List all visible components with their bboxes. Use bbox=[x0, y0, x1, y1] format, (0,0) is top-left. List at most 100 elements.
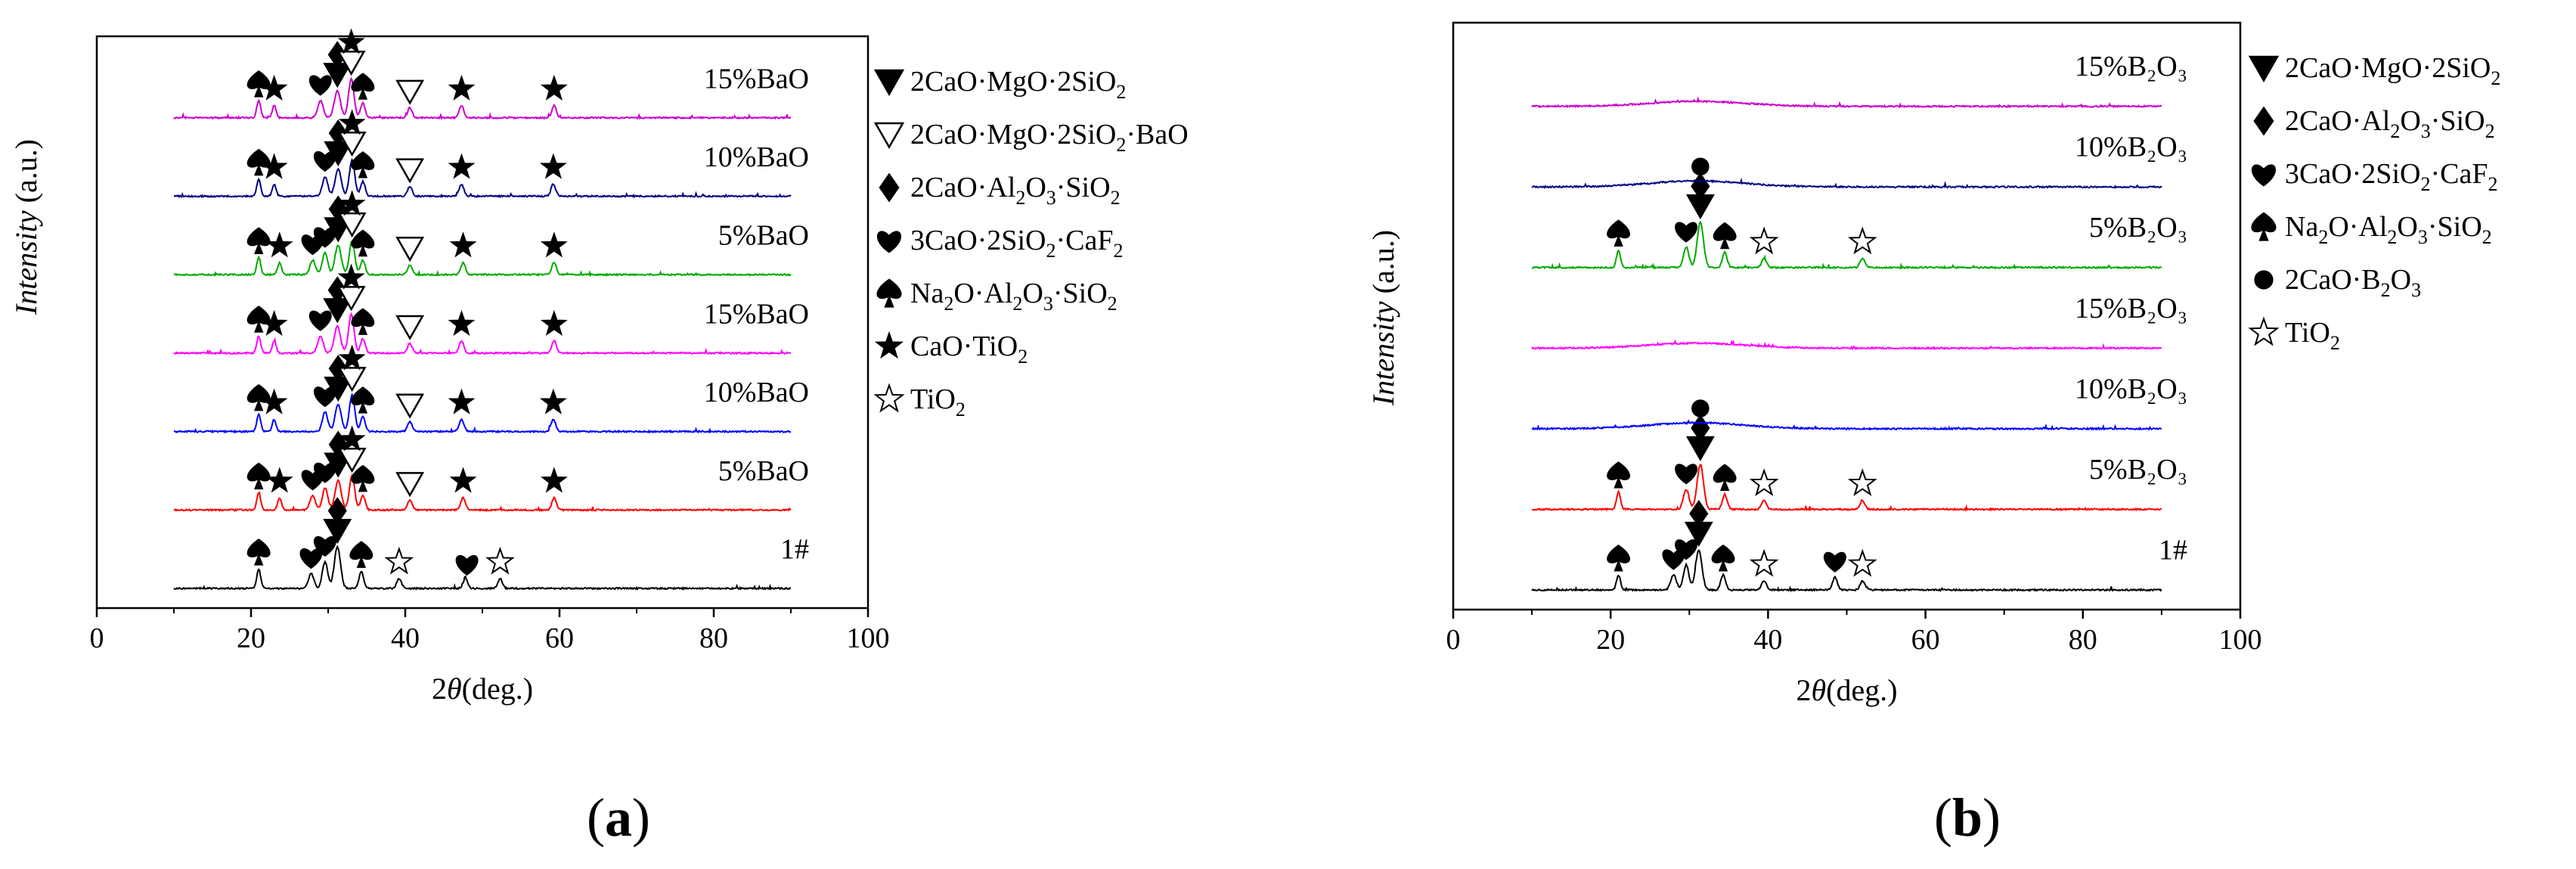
peak-marker-star_filled bbox=[260, 74, 288, 101]
peak-marker-heart bbox=[308, 310, 332, 331]
peak-marker-spade bbox=[1607, 461, 1631, 489]
peak-marker-star_open bbox=[1749, 226, 1779, 255]
legend-item-label: TiO2​ bbox=[2285, 317, 2340, 354]
legend-item-label: Na2​O·Al2​O3​·SiO2​ bbox=[2285, 211, 2492, 248]
legend-item-label: 3CaO·2SiO2​·CaF2​ bbox=[2285, 158, 2497, 195]
peak-marker-heart bbox=[1675, 539, 1698, 560]
series-line bbox=[173, 312, 792, 355]
peak-marker-star_open bbox=[384, 546, 414, 575]
peak-marker-diamond bbox=[1691, 172, 1710, 200]
legend-item-label: 3CaO·2SiO2​·CaF2​ bbox=[910, 225, 1123, 262]
legend-item-tri_down_filled: 2CaO·MgO·2SiO2​ bbox=[873, 66, 1126, 103]
series-label: 15%BaO bbox=[704, 63, 809, 95]
x-tick-label: 20 bbox=[1596, 624, 1625, 656]
peak-marker-tri_down_open bbox=[336, 286, 366, 312]
legend-tri_down_filled-icon bbox=[2248, 55, 2280, 83]
series-15pctbao-3: 15%BaO bbox=[173, 263, 809, 355]
x-axis-ticks: 0 20 40 60 80 100 bbox=[90, 608, 890, 654]
peak-marker-spade bbox=[349, 541, 374, 568]
peak-marker-star_filled bbox=[260, 388, 288, 414]
legend-item-label: 2CaO·MgO·2SiO2​·BaO bbox=[910, 119, 1189, 156]
series-line bbox=[173, 545, 791, 591]
x-tick-label: 40 bbox=[391, 622, 420, 654]
peak-marker-tri_down_open bbox=[395, 393, 425, 419]
legend-item-heart: 3CaO·2SiO2​·CaF2​ bbox=[2251, 158, 2497, 195]
legend-item-label: CaO·TiO2​ bbox=[910, 331, 1028, 368]
legend-diamond-icon bbox=[879, 172, 900, 203]
x-axis-ticks: 0 20 40 60 80 100 bbox=[1446, 610, 2262, 656]
peak-marker-star_filled bbox=[337, 28, 365, 54]
series-5pctb2o3-4: 5%B₂O₃ bbox=[1532, 157, 2187, 270]
peak-marker-heart bbox=[455, 554, 479, 576]
peak-marker-spade bbox=[1711, 544, 1735, 572]
peak-marker-star_open bbox=[485, 546, 515, 575]
peak-marker-star_filled bbox=[265, 231, 293, 258]
legend-tri_down_filled-icon bbox=[873, 69, 905, 97]
x-axis-label: 2θ(deg.) bbox=[432, 672, 533, 706]
peak-marker-star_open bbox=[1847, 226, 1877, 255]
peak-marker-star_filled bbox=[448, 153, 476, 179]
series-10pctbao-5: 10%BaO bbox=[174, 109, 809, 199]
peak-marker-spade bbox=[246, 383, 271, 411]
peak-marker-spade bbox=[246, 462, 271, 490]
peak-marker-star_filled bbox=[338, 109, 366, 135]
legend-item-tri_down_open: 2CaO·MgO·2SiO2​·BaO bbox=[873, 119, 1189, 156]
peak-marker-diamond bbox=[328, 355, 348, 383]
peak-marker-heart bbox=[313, 386, 336, 408]
peak-marker-tri_down_open bbox=[337, 448, 367, 473]
legend-tri_down_open-icon bbox=[873, 122, 905, 150]
legend-item-circle: 2CaO·B2​O3​ bbox=[2254, 264, 2421, 301]
peak-marker-spade bbox=[351, 151, 375, 178]
legend: 2CaO·MgO·2SiO2​ 2CaO·MgO·2SiO2​·BaO 2CaO·A… bbox=[873, 66, 1189, 421]
peak-marker-star_filled bbox=[540, 309, 568, 337]
series-line bbox=[1531, 96, 2162, 109]
peak-marker-star_filled bbox=[540, 74, 568, 101]
series-10pctb2o3-5: 10%B₂O₃ bbox=[1531, 132, 2187, 189]
series-label: 10%B₂O₃ bbox=[2075, 373, 2187, 405]
peak-marker-heart bbox=[313, 462, 336, 483]
x-tick-label: 20 bbox=[237, 622, 265, 654]
legend-diamond-icon bbox=[2253, 106, 2274, 136]
peak-marker-tri_down_open bbox=[395, 472, 425, 498]
peak-marker-star_open bbox=[1749, 548, 1779, 577]
panel-b: 0 20 40 60 80 100 2θ(deg.) Intensity (a.u.) (b) 1… bbox=[1366, 21, 2500, 848]
peak-marker-star_filled bbox=[338, 425, 366, 452]
peak-marker-tri_down_open bbox=[337, 212, 367, 238]
peak-marker-diamond bbox=[328, 195, 348, 223]
x-tick-label: 40 bbox=[1753, 624, 1782, 656]
panel-label: (b) bbox=[1934, 787, 2001, 848]
series-label: 5%B₂O₃ bbox=[2089, 454, 2187, 486]
peak-marker-heart bbox=[299, 548, 323, 570]
legend-item-star_filled: CaO·TiO2​ bbox=[874, 331, 1028, 368]
peak-marker-heart bbox=[313, 227, 336, 248]
x-tick-label: 80 bbox=[699, 622, 728, 654]
peak-marker-star_filled bbox=[338, 190, 366, 216]
peak-marker-spade bbox=[246, 70, 271, 98]
peak-marker-tri_down_open bbox=[337, 131, 367, 157]
peak-marker-tri_down_open bbox=[395, 79, 425, 105]
peak-marker-tri_down_open bbox=[395, 158, 425, 184]
peak-marker-star_filled bbox=[449, 467, 477, 493]
y-axis-label: Intensity (a.u.) bbox=[9, 139, 43, 315]
series-line bbox=[1531, 419, 2162, 431]
series-label: 15%BaO bbox=[704, 298, 809, 330]
peak-marker-star_filled bbox=[539, 388, 567, 414]
legend-item-diamond: 2CaO·Al2​O3​·SiO2​ bbox=[879, 172, 1121, 209]
peak-marker-star_filled bbox=[540, 231, 568, 258]
series-line bbox=[173, 393, 792, 434]
peak-marker-heart bbox=[1675, 222, 1698, 243]
peak-marker-spade bbox=[1713, 222, 1737, 250]
peak-marker-spade bbox=[351, 308, 375, 335]
legend-item-label: 2CaO·MgO·2SiO2​ bbox=[2285, 52, 2500, 89]
peak-marker-heart bbox=[1823, 551, 1846, 573]
legend-circle-icon bbox=[2254, 270, 2274, 290]
series-line bbox=[173, 473, 792, 513]
series-label: 5%BaO bbox=[718, 455, 809, 487]
series-1n-0: 1# bbox=[173, 497, 809, 591]
series-5pctb2o3-1: 5%B₂O₃ bbox=[1531, 399, 2187, 512]
panel-label: (a) bbox=[587, 787, 650, 848]
peak-marker-spade bbox=[351, 464, 375, 492]
peak-marker-star_filled bbox=[449, 231, 477, 258]
peak-marker-heart bbox=[1662, 549, 1685, 570]
series-label: 5%B₂O₃ bbox=[2089, 212, 2187, 244]
